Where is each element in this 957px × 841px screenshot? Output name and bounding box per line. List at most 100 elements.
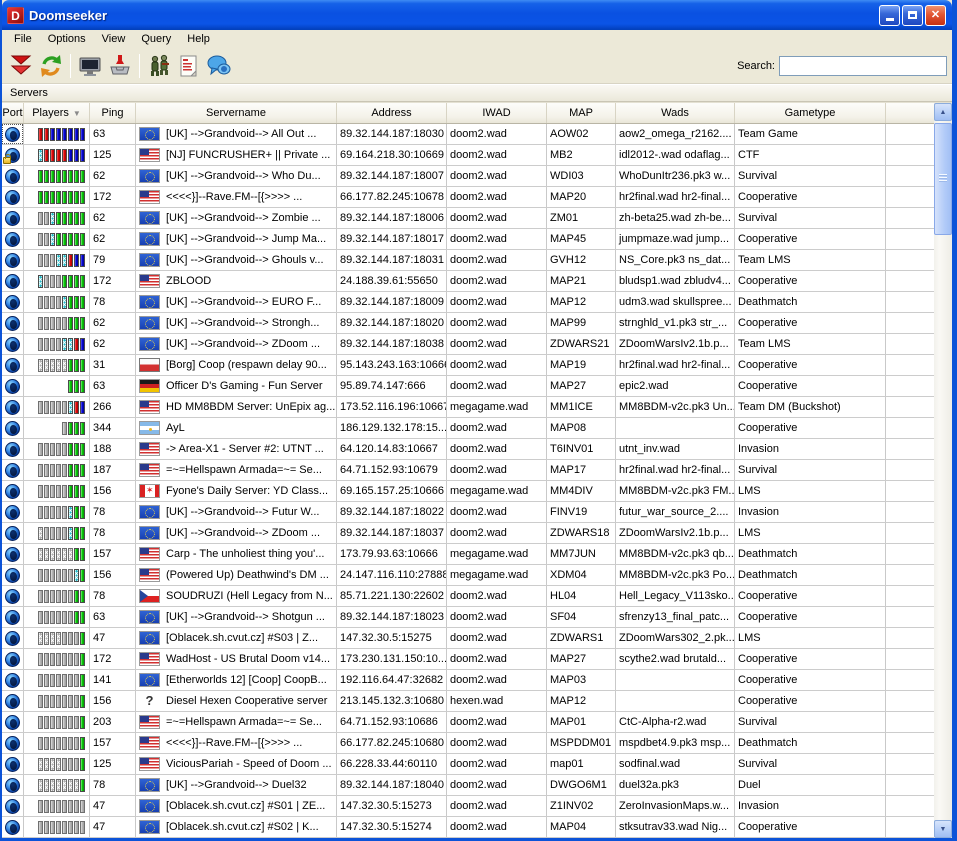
table-row[interactable]: 63 [UK] -->Grandvoid--> Shotgun ... 89.32.… <box>2 607 934 628</box>
table-row[interactable]: 78 [UK] -->Grandvoid--> Duel32 89.32.144.1… <box>2 775 934 796</box>
gametype-cell-text: Cooperative <box>738 191 798 203</box>
maximize-button[interactable] <box>902 4 923 26</box>
table-row[interactable]: 79 [UK] -->Grandvoid--> Ghouls v... 89.32.… <box>2 250 934 271</box>
menu-query[interactable]: Query <box>141 33 172 45</box>
players-cell <box>24 649 90 669</box>
server-log-button[interactable] <box>174 51 204 81</box>
table-row[interactable]: 31 [Borg] Coop (respawn delay 90... 95.143… <box>2 355 934 376</box>
column-header-extra[interactable] <box>886 103 934 123</box>
title-bar[interactable]: D Doomseeker ✕ <box>2 0 952 30</box>
table-row[interactable]: 62 [UK] -->Grandvoid--> Who Du... 89.32.14… <box>2 166 934 187</box>
table-row[interactable]: 125 [NJ] FUNCRUSHER+ || Private ... 69.164… <box>2 145 934 166</box>
player-slot-segment <box>62 169 67 183</box>
table-row[interactable]: 62 [UK] -->Grandvoid--> Strongh... 89.32.1… <box>2 313 934 334</box>
player-slot-segment <box>80 673 85 687</box>
menu-file[interactable]: File <box>14 33 32 45</box>
table-row[interactable]: 187 =~=Hellspawn Armada=~= Se... 64.71.152… <box>2 460 934 481</box>
player-slot-segment <box>68 169 73 183</box>
screenshot-button[interactable] <box>75 51 105 81</box>
table-row[interactable]: 203 =~=Hellspawn Armada=~= Se... 64.71.152… <box>2 712 934 733</box>
table-row[interactable]: 78 SOUDRUZI (Hell Legacy from N... 85.71.2… <box>2 586 934 607</box>
player-slot-segment <box>56 232 61 246</box>
column-header-map[interactable]: MAP <box>547 103 616 123</box>
ping-cell: 172 <box>90 187 136 207</box>
table-body: 63 [UK] -->Grandvoid--> All Out ... 89.32.… <box>2 124 934 838</box>
table-row[interactable]: 156? Diesel Hexen Cooperative server 213.1… <box>2 691 934 712</box>
lock-icon <box>3 154 11 164</box>
player-slot-segment <box>74 148 79 162</box>
zandronum-engine-icon <box>5 441 20 457</box>
get-new-server-list-button[interactable] <box>6 51 36 81</box>
scroll-track[interactable] <box>934 235 952 820</box>
column-header-ping[interactable]: Ping <box>90 103 136 123</box>
close-button[interactable]: ✕ <box>925 4 946 26</box>
column-header-address[interactable]: Address <box>337 103 447 123</box>
iwad-cell: doom2.wad <box>447 817 547 837</box>
servername-cell: AyL <box>136 418 337 438</box>
player-slot-segment <box>68 694 73 708</box>
address-cell: 89.32.144.187:18030 <box>337 124 447 144</box>
table-row[interactable]: 156 Fyone's Daily Server: YD Class... 69.1… <box>2 481 934 502</box>
join-game-button[interactable] <box>144 51 174 81</box>
menu-options[interactable]: Options <box>47 33 86 45</box>
player-slot-segment <box>50 358 55 372</box>
table-row[interactable]: 63 [UK] -->Grandvoid--> All Out ... 89.32.… <box>2 124 934 145</box>
wads-cell-text: ZeroInvasionMaps.w... <box>619 800 730 812</box>
column-header-wads[interactable]: Wads <box>616 103 735 123</box>
table-row[interactable]: 78 [UK] -->Grandvoid--> EURO F... 89.32.14… <box>2 292 934 313</box>
player-slot-segment <box>80 484 85 498</box>
scroll-down-button[interactable]: ▼ <box>934 820 952 838</box>
scroll-up-button[interactable]: ▲ <box>934 103 952 121</box>
table-row[interactable]: 141 [Etherworlds 12] [Coop] CoopB... 192.1… <box>2 670 934 691</box>
table-row[interactable]: 172 <<<<}]--Rave.FM--[{>>>> ... 66.177.82.… <box>2 187 934 208</box>
wadseeker-button[interactable] <box>105 51 135 81</box>
address-cell-text: 89.32.144.187:18031 <box>340 254 444 266</box>
gametype-cell: Deathmatch <box>735 292 886 312</box>
table-row[interactable]: 47 [Oblacek.sh.cvut.cz] #S03 | Z... 147.32… <box>2 628 934 649</box>
table-row[interactable]: 156 (Powered Up) Deathwind's DM ... 24.147… <box>2 565 934 586</box>
zandronum-engine-icon <box>5 525 20 541</box>
table-row[interactable]: 62 [UK] -->Grandvoid--> ZDoom ... 89.32.14… <box>2 334 934 355</box>
table-row[interactable]: 157 <<<<}]--Rave.FM--[{>>>> ... 66.177.82.… <box>2 733 934 754</box>
player-slot-segment <box>80 610 85 624</box>
vertical-scrollbar[interactable]: ▲ ▼ <box>934 103 952 838</box>
scroll-thumb[interactable] <box>934 123 952 235</box>
port-cell <box>2 775 24 795</box>
table-row[interactable]: 62 [UK] -->Grandvoid--> Zombie ... 89.32.1… <box>2 208 934 229</box>
table-row[interactable]: 47 [Oblacek.sh.cvut.cz] #S01 | ZE... 147.3… <box>2 796 934 817</box>
map-cell-text: MAP27 <box>550 380 587 392</box>
player-slot-segment <box>74 505 79 519</box>
zandronum-engine-icon <box>5 357 20 373</box>
address-cell-text: 24.147.116.110:27888 <box>340 569 447 581</box>
table-row[interactable]: 344 AyL 186.129.132.178:15... doom2.wad MAP0… <box>2 418 934 439</box>
table-row[interactable]: 47 [Oblacek.sh.cvut.cz] #S02 | K... 147.32… <box>2 817 934 838</box>
ping-cell-text: 157 <box>93 548 112 560</box>
iwad-cell-text: doom2.wad <box>450 128 507 140</box>
column-header-port[interactable]: Port <box>2 103 24 123</box>
menu-help[interactable]: Help <box>187 33 210 45</box>
table-row[interactable]: 62 [UK] -->Grandvoid--> Jump Ma... 89.32.1… <box>2 229 934 250</box>
table-row[interactable]: 63 Officer D's Gaming - Fun Server 95.89.7… <box>2 376 934 397</box>
column-header-players[interactable]: Players ▼ <box>24 103 90 123</box>
player-slot-segment <box>68 232 73 246</box>
table-row[interactable]: 172 WadHost - US Brutal Doom v14... 173.23… <box>2 649 934 670</box>
column-header-iwad[interactable]: IWAD <box>447 103 547 123</box>
column-header-servername[interactable]: Servername <box>136 103 337 123</box>
menu-view[interactable]: View <box>101 33 126 45</box>
table-row[interactable]: 125 ViciousPariah - Speed of Doom ... 66.2… <box>2 754 934 775</box>
irc-button[interactable] <box>204 51 234 81</box>
table-row[interactable]: 188 -> Area-X1 - Server #2: UTNT ... 64.12… <box>2 439 934 460</box>
table-row[interactable]: 157 Carp - The unholiest thing you'... 173… <box>2 544 934 565</box>
table-row[interactable]: 266 HD MM8BDM Server: UnEpix ag... 173.52.… <box>2 397 934 418</box>
player-slot-segment <box>38 610 43 624</box>
servers-panel-title[interactable]: Servers <box>2 84 952 102</box>
table-row[interactable]: 78 [UK] -->Grandvoid--> Futur W... 89.32.1… <box>2 502 934 523</box>
minimize-button[interactable] <box>879 4 900 26</box>
player-slot-segment <box>50 463 55 477</box>
table-row[interactable]: 172 ZBLOOD 24.188.39.61:55650 doom2.wad MAP2… <box>2 271 934 292</box>
column-header-gametype[interactable]: Gametype <box>735 103 886 123</box>
ping-cell: 62 <box>90 334 136 354</box>
search-input[interactable] <box>779 55 947 76</box>
table-row[interactable]: 78 [UK] -->Grandvoid--> ZDoom ... 89.32.14… <box>2 523 934 544</box>
refresh-servers-button[interactable] <box>36 51 66 81</box>
